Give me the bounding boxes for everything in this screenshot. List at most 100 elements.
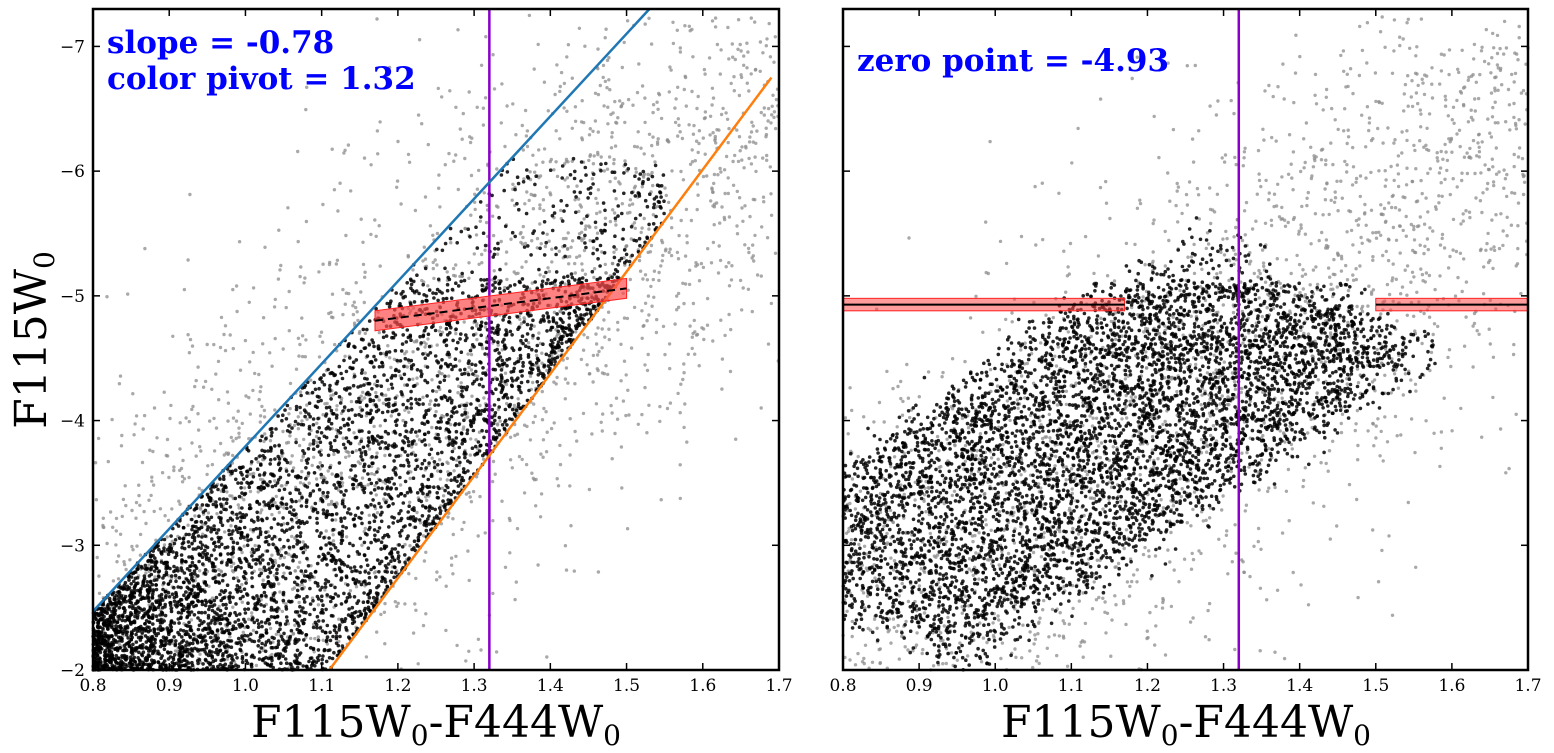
left-selected-point [444,343,449,348]
left-selected-point [418,334,422,339]
left-selected-point [426,517,430,521]
left-background-point [664,193,668,198]
left-background-point [363,270,367,274]
left-background-point [212,449,217,453]
left-background-point [636,422,640,426]
left-background-point [542,274,546,279]
left-background-point [685,241,689,245]
left-background-point [93,461,98,465]
left-background-point [467,490,471,495]
left-background-point [296,427,301,431]
left-background-point [251,628,256,633]
left-background-point [240,582,244,587]
left-selected-point [228,600,232,604]
left-background-point [585,363,589,367]
left-selected-point [317,554,321,559]
left-selected-point [200,535,204,539]
left-selected-point [645,236,650,241]
left-selected-point [224,606,228,611]
left-background-point [739,75,744,80]
left-selected-point [284,551,288,555]
left-selected-point [410,442,415,446]
left-background-point [643,273,648,277]
left-background-point [165,437,170,442]
left-background-point [294,367,299,371]
left-background-point [481,123,486,127]
left-selected-point [348,441,353,446]
left-selected-point [571,156,576,161]
left-background-point [193,384,197,389]
left-selected-point [368,399,373,404]
left-background-point [217,604,221,609]
left-selected-point [220,542,224,547]
left-background-point [359,217,363,221]
left-selected-point [616,204,620,208]
left-background-point [573,261,577,266]
left-selected-point [218,477,222,481]
left-selected-point [365,411,369,415]
left-background-point [231,453,235,458]
left-selected-point [304,643,309,647]
left-background-point [162,390,166,394]
left-selected-point [221,573,225,578]
left-selected-point [304,504,309,509]
left-background-point [456,187,460,192]
left-selected-point [156,627,160,631]
left-background-point [729,278,734,282]
left-background-point [349,189,353,193]
left-background-point [187,475,191,480]
left-background-point [334,518,338,522]
left-background-point [219,315,224,320]
left-selected-point [427,509,432,513]
left-selected-point [478,412,483,416]
left-background-point [716,173,720,177]
left-selected-point [409,402,414,406]
left-selected-point [270,484,275,489]
left-background-point [603,79,608,84]
left-background-point [690,335,694,339]
left-selected-point [479,333,484,338]
left-selected-point [344,625,348,630]
left-selected-point [283,657,288,661]
left-background-point [377,330,381,335]
left-selected-point [360,368,365,372]
left-background-point [679,218,683,223]
left-background-point [668,401,673,405]
left-background-point [759,274,763,278]
left-selected-point [383,478,388,482]
left-background-point [456,28,460,32]
left-background-point [297,354,301,358]
left-selected-point [643,198,648,203]
left-selected-point [217,497,222,501]
left-background-point [330,472,334,476]
left-selected-point [162,537,167,542]
left-selected-point [531,333,535,338]
left-background-point [592,154,596,158]
left-background-point [676,257,681,261]
left-selected-point [182,593,186,597]
left-selected-point [407,464,411,468]
left-selected-point [449,478,454,483]
left-selected-point [328,595,333,599]
left-background-point [663,352,667,357]
left-selected-point [334,416,339,420]
left-background-point [304,635,308,640]
left-selected-point [256,486,261,490]
left-selected-point [380,361,385,365]
left-background-point [683,24,687,28]
left-selected-point [365,327,369,332]
left-background-point [668,65,672,69]
left-selected-point [315,521,320,525]
left-selected-point [507,315,512,320]
left-selected-point [378,351,383,356]
left-selected-point [542,220,547,224]
left-selected-point [264,436,268,441]
left-background-point [190,344,195,348]
left-background-point [600,429,604,433]
left-selected-point [394,454,398,459]
left-selected-point [255,618,260,623]
left-selected-point [457,445,462,450]
left-background-point [732,89,736,93]
left-background-point [643,385,647,390]
